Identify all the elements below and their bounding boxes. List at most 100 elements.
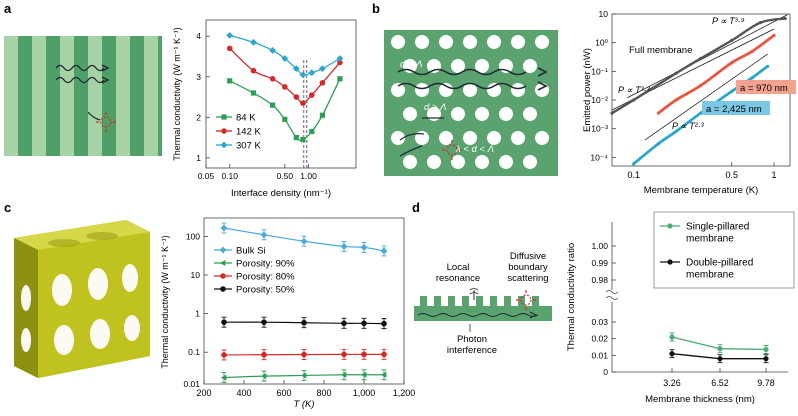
chart-b-guide-line — [627, 14, 788, 99]
crystal-hole — [439, 35, 453, 49]
crystal-hole — [427, 155, 441, 169]
chart-c-ytick-label: 1 — [195, 309, 200, 319]
label-d-less-lambda: d < Λ — [400, 59, 422, 70]
chart-c-point — [360, 243, 368, 251]
crystal-hole — [439, 83, 453, 97]
chart-a-xtick-label: 0.50 — [277, 171, 294, 181]
chart-b-xlabel: Membrane temperature (K) — [644, 185, 759, 196]
chart-c-xtick-label: 800 — [316, 388, 331, 398]
membrane-pillar — [532, 296, 539, 306]
chart-a-ytick-label: 1 — [196, 153, 201, 163]
chart-c-point — [381, 320, 387, 327]
chart-c-ylabel: Thermal conductivity (W m⁻¹ K⁻¹) — [160, 235, 170, 369]
chart-c-point — [261, 319, 267, 325]
chart-a-point — [270, 102, 276, 108]
crystal-hole — [463, 131, 477, 145]
chart-b: 0.1 0.5 1 10⁻⁴ 10⁻³ 10⁻² 10⁻¹ 10⁰ 10 Emitted pow… — [582, 9, 796, 196]
scattering-burst-icon — [442, 140, 462, 160]
crystal-hole — [451, 107, 465, 121]
label-boundary: boundary — [508, 262, 548, 273]
chart-c-point — [301, 319, 307, 326]
crystal-hole — [511, 83, 525, 97]
chart-b-point — [632, 162, 636, 166]
chart-d-legend-label: Double-pillared membrane — [686, 258, 753, 281]
crystal-hole — [487, 83, 501, 97]
chart-d-point — [763, 356, 769, 362]
chart-d-legend: Single-pillared membrane Double-pillared me… — [653, 211, 795, 289]
chart-a-point — [226, 32, 234, 39]
label-resonance: resonance — [436, 273, 480, 284]
crystal-hole — [463, 83, 477, 97]
chart-a-ytick-label: 3 — [196, 72, 201, 82]
chart-a-point — [309, 128, 315, 135]
panel-letter-d: d — [412, 200, 420, 215]
chart-b-point — [730, 89, 734, 93]
chart-d-ytick-label: 0.98 — [591, 275, 608, 285]
chart-a-point — [282, 116, 288, 122]
pillared-membrane-schematic: Local resonance Diffusive boundary scatt… — [414, 251, 552, 356]
chart-c-xtick-label: 200 — [196, 388, 211, 398]
crystal-hole — [403, 107, 417, 121]
chart-d-ytick-label: 0.99 — [591, 258, 608, 268]
chart-a-point — [319, 65, 326, 73]
chart-b-series-line — [610, 17, 787, 115]
annotation-t23: P ∝ T²·³ — [672, 121, 705, 131]
chart-c-legend-label: Bulk Si — [236, 246, 266, 257]
chart-b-point — [656, 111, 661, 115]
chart-c-xtick-label: 400 — [236, 388, 251, 398]
membrane-pillar — [462, 296, 469, 306]
chart-c-point — [261, 351, 267, 358]
crystal-hole — [463, 35, 477, 49]
crystal-hole — [391, 83, 405, 97]
chart-b-point — [699, 111, 703, 115]
chart-c-point — [301, 351, 307, 358]
chart-b-point — [783, 16, 787, 21]
chart-c-point — [340, 243, 348, 250]
crystal-hole — [475, 59, 489, 73]
chart-b-ytick-label: 10⁻² — [591, 95, 608, 105]
chart-d-ytick-label: 0.02 — [591, 334, 608, 344]
chart-b-guide-line — [644, 53, 768, 141]
chart-d-xtick-label: 9.78 — [757, 378, 775, 388]
chart-c-point — [260, 373, 267, 380]
label-local: Local — [447, 262, 470, 273]
chart-b-point — [674, 98, 678, 102]
chart-c-legend-marker — [219, 246, 227, 254]
chart-a-point — [227, 78, 233, 84]
chart-d-point — [717, 346, 723, 352]
chart-d-ylabel: Thermal conductivity ratio — [566, 243, 577, 351]
label-diffusive: Diffusive — [510, 251, 546, 262]
crystal-hole — [451, 59, 465, 73]
chart-b-point — [765, 64, 770, 68]
chart-c-ytick-label: 100 — [186, 231, 200, 241]
chart-d-xlabel: Membrane thickness (nm) — [645, 394, 755, 405]
chart-d-point — [763, 346, 769, 353]
chart-a-xtick-label: 0.10 — [221, 171, 238, 181]
crystal-hole — [415, 35, 429, 49]
chart-b-point — [674, 71, 678, 75]
chart-c-xtick-label: 600 — [276, 388, 291, 398]
chart-b-point — [699, 56, 703, 61]
annotation-t39: P ∝ T³·⁹ — [712, 16, 745, 26]
crystal-hole — [487, 35, 501, 49]
crystal-hole — [511, 35, 525, 49]
chart-c-point — [300, 237, 308, 245]
chart-a-point — [250, 38, 257, 46]
chart-c-legend: Bulk Si Porosity: 90% Porosity: 80% Porosit… — [214, 246, 295, 296]
panel-letter-c: c — [4, 200, 11, 215]
chart-a-point — [300, 137, 306, 143]
chart-c-ytick-label: 0.1 — [188, 347, 200, 357]
chart-c-point — [380, 247, 388, 255]
label-scattering: scattering — [507, 273, 548, 284]
chart-a-legend-label: 84 K — [236, 113, 256, 124]
chart-b-ytick-label: 10 — [599, 9, 609, 19]
phononic-crystal-schematic: d < Λ d > Λ λ < d < Λ — [384, 30, 558, 176]
chart-a-ytick-label: 4 — [196, 31, 201, 41]
chart-b-ytick-label: 10⁻¹ — [591, 66, 608, 76]
chart-a-point — [250, 67, 257, 74]
chart-b-ylabel: Emitted power (nW) — [582, 48, 593, 132]
label-d-greater-lambda: d > Λ — [424, 102, 446, 113]
chart-b-point — [730, 38, 734, 43]
scattering-burst-icon — [96, 112, 116, 132]
chart-c-point — [341, 320, 347, 327]
